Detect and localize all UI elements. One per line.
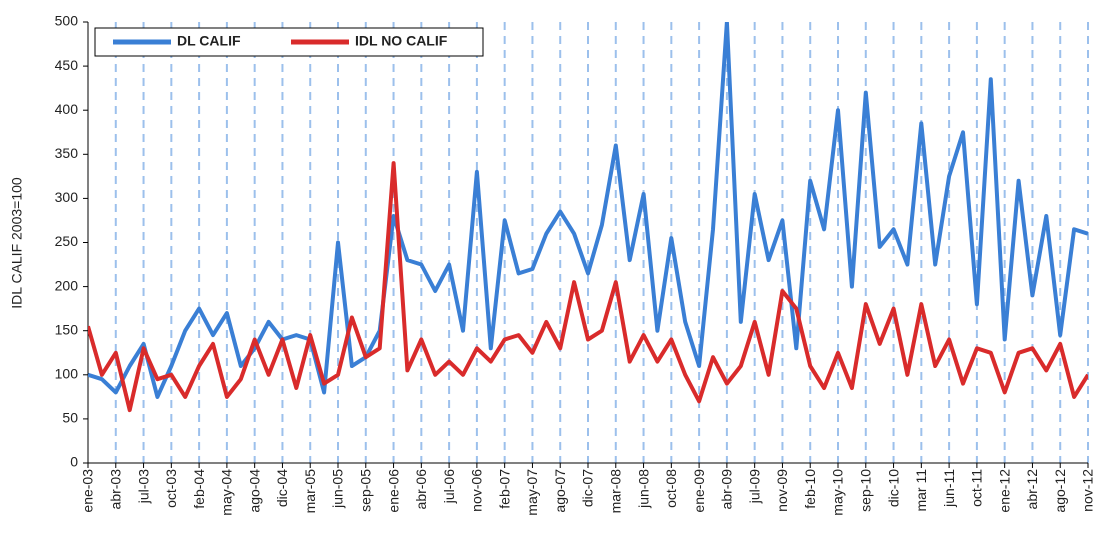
y-tick-label: 100 — [55, 366, 79, 382]
legend-label: IDL NO CALIF — [355, 33, 448, 49]
x-tick-label: jun-11 — [941, 469, 957, 508]
x-tick-label: may-10 — [830, 469, 846, 516]
x-tick-label: may-04 — [219, 469, 235, 516]
y-tick-label: 500 — [55, 13, 79, 29]
x-tick-label: jun-08 — [635, 469, 651, 509]
x-tick-label: nov-12 — [1080, 469, 1093, 512]
x-tick-label: feb-10 — [802, 469, 818, 509]
x-tick-label: abr-12 — [1024, 469, 1040, 510]
x-tick-label: sep-10 — [857, 469, 873, 512]
x-tick-label: dic-07 — [580, 469, 596, 507]
x-tick-label: ago-07 — [552, 469, 568, 513]
x-tick-label: oct-03 — [163, 469, 179, 508]
x-tick-label: oct-11 — [969, 469, 985, 507]
x-tick-label: jul-03 — [135, 469, 151, 504]
x-tick-label: feb-04 — [191, 469, 207, 509]
x-tick-label: abr-03 — [107, 469, 123, 510]
x-tick-label: may-07 — [524, 469, 540, 516]
y-tick-label: 250 — [55, 233, 79, 249]
x-tick-label: nov-09 — [774, 469, 790, 512]
x-tick-label: ene-12 — [996, 469, 1012, 513]
x-tick-label: ene-09 — [691, 469, 707, 513]
x-tick-label: oct-08 — [663, 469, 679, 508]
series-line — [88, 22, 1088, 399]
x-tick-label: mar 11 — [913, 469, 929, 512]
x-tick-label: nov-06 — [469, 469, 485, 512]
x-tick-label: abr-06 — [413, 469, 429, 510]
x-tick-label: jul-06 — [441, 469, 457, 504]
y-tick-label: 350 — [55, 145, 79, 161]
y-tick-label: 200 — [55, 277, 79, 293]
x-tick-label: dic-10 — [885, 469, 901, 507]
x-tick-label: jul-09 — [746, 469, 762, 504]
series-line — [88, 161, 1088, 413]
x-tick-label: ago-12 — [1052, 469, 1068, 513]
y-tick-label: 150 — [55, 321, 79, 337]
x-tick-label: ago-04 — [246, 469, 262, 513]
x-tick-label: jun-05 — [330, 469, 346, 509]
y-tick-label: 300 — [55, 189, 79, 205]
x-tick-label: feb-07 — [496, 469, 512, 509]
y-tick-label: 400 — [55, 101, 79, 117]
x-tick-label: dic-04 — [274, 469, 290, 507]
y-tick-label: 0 — [70, 454, 78, 470]
x-tick-label: ene-03 — [80, 469, 96, 513]
y-tick-label: 450 — [55, 57, 79, 73]
y-tick-label: 50 — [62, 410, 78, 426]
x-tick-label: abr-09 — [719, 469, 735, 510]
x-tick-label: mar-05 — [302, 469, 318, 514]
x-tick-label: mar-08 — [607, 469, 623, 514]
y-axis-label: IDL CALIF 2003=100 — [9, 177, 25, 309]
x-tick-label: sep-05 — [357, 469, 373, 512]
legend-label: DL CALIF — [177, 33, 241, 49]
x-tick-label: ene-06 — [385, 469, 401, 513]
